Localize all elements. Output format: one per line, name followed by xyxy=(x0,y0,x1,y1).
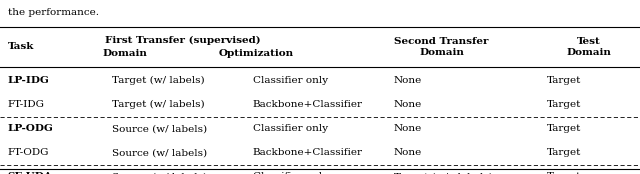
Text: FT-IDG: FT-IDG xyxy=(8,100,45,109)
Text: Target: Target xyxy=(547,172,582,174)
Text: Second Transfer
Domain: Second Transfer Domain xyxy=(394,37,489,57)
Text: Source (w/ labels): Source (w/ labels) xyxy=(112,172,207,174)
Text: SF-UDA: SF-UDA xyxy=(8,172,52,174)
Text: FT-ODG: FT-ODG xyxy=(8,148,49,157)
Text: Classifier only: Classifier only xyxy=(253,124,328,133)
Text: None: None xyxy=(394,124,422,133)
Text: Backbone+Classifier: Backbone+Classifier xyxy=(253,148,363,157)
Text: the performance.: the performance. xyxy=(8,8,99,17)
Text: Domain: Domain xyxy=(102,49,147,58)
Text: Target: Target xyxy=(547,148,582,157)
Text: None: None xyxy=(394,148,422,157)
Text: LP-ODG: LP-ODG xyxy=(8,124,54,133)
Text: None: None xyxy=(394,100,422,109)
Text: Target (w/ labels): Target (w/ labels) xyxy=(112,76,205,85)
Text: Target: Target xyxy=(547,100,582,109)
Text: Backbone+Classifier: Backbone+Classifier xyxy=(253,100,363,109)
Text: First Transfer (supervised): First Transfer (supervised) xyxy=(104,35,260,45)
Text: Test
Domain: Test Domain xyxy=(566,37,611,57)
Text: Optimization: Optimization xyxy=(218,49,294,58)
Text: Target: Target xyxy=(547,76,582,85)
Text: Source (w/ labels): Source (w/ labels) xyxy=(112,148,207,157)
Text: None: None xyxy=(394,76,422,85)
Text: Classifier only: Classifier only xyxy=(253,76,328,85)
Text: Task: Task xyxy=(8,42,34,52)
Text: Classifier only: Classifier only xyxy=(253,172,328,174)
Text: Target (w/o labels): Target (w/o labels) xyxy=(394,172,492,174)
Text: LP-IDG: LP-IDG xyxy=(8,76,49,85)
Text: Target (w/ labels): Target (w/ labels) xyxy=(112,100,205,109)
Text: Source (w/ labels): Source (w/ labels) xyxy=(112,124,207,133)
Text: Target: Target xyxy=(547,124,582,133)
